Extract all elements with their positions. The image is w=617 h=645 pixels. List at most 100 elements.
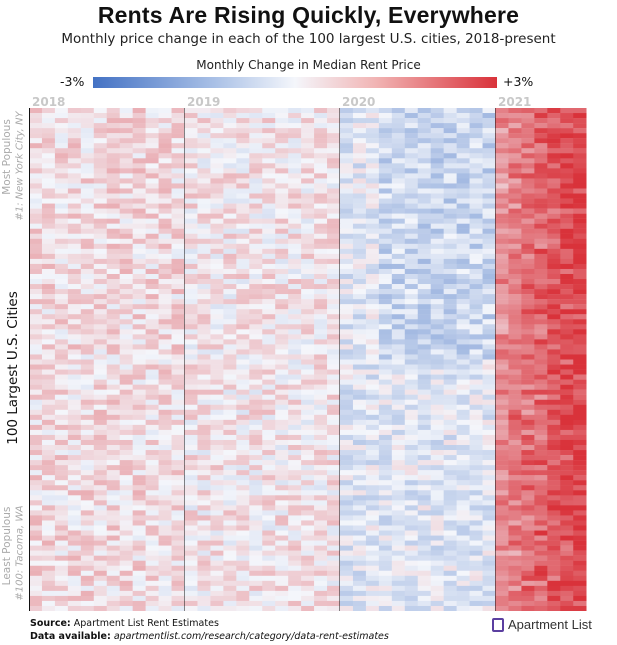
heatmap-cell: [521, 540, 535, 546]
heatmap-cell: [67, 289, 82, 295]
heatmap-cell: [41, 575, 56, 582]
heatmap-cell: [210, 429, 224, 436]
heatmap-cell: [184, 299, 198, 305]
heatmap-cell: [508, 223, 522, 229]
heatmap-cell: [301, 374, 315, 380]
heatmap-cell: [352, 394, 367, 400]
heatmap-cell: [443, 500, 457, 506]
heatmap-cell: [352, 475, 367, 481]
heatmap-cell: [171, 329, 185, 335]
heatmap-cell: [352, 590, 367, 597]
heatmap-cell: [93, 429, 108, 436]
heatmap-cell: [327, 238, 341, 245]
heatmap-cell: [417, 585, 432, 592]
heatmap-cell: [80, 565, 95, 571]
heatmap-cell: [547, 263, 561, 270]
heatmap-cell: [534, 238, 548, 245]
heatmap-cell: [378, 530, 393, 536]
heatmap-cell: [54, 273, 69, 280]
heatmap-cell: [456, 439, 470, 446]
heatmap-cell: [132, 550, 146, 556]
heatmap-cell: [482, 143, 496, 149]
heatmap-cell: [132, 143, 146, 149]
heatmap-cell: [145, 585, 159, 592]
heatmap-cell: [327, 123, 341, 129]
heatmap-cell: [301, 585, 315, 592]
heatmap-cell: [119, 530, 133, 536]
heatmap-cell: [469, 560, 483, 566]
heatmap-cell: [443, 133, 457, 139]
heatmap-cell: [119, 258, 133, 265]
heatmap-cell: [145, 465, 159, 471]
heatmap-cell: [573, 404, 587, 410]
heatmap-cell: [171, 188, 185, 194]
heatmap-cell: [249, 475, 263, 481]
heatmap-cell: [443, 228, 457, 234]
heatmap-cell: [171, 455, 185, 461]
heatmap-cell: [340, 470, 354, 476]
heatmap-cell: [210, 475, 224, 481]
heatmap-cell: [378, 364, 393, 370]
heatmap-cell: [314, 520, 328, 526]
heatmap-cell: [184, 218, 198, 224]
heatmap-cell: [560, 359, 574, 365]
heatmap-cell: [132, 379, 146, 385]
heatmap-cell: [340, 359, 354, 365]
heatmap-cell: [340, 404, 354, 410]
heatmap-cell: [171, 339, 185, 345]
heatmap-cell: [327, 133, 341, 139]
heatmap-cell: [210, 565, 224, 571]
heatmap-cell: [54, 223, 69, 229]
heatmap-cell: [119, 289, 133, 295]
heatmap-cell: [560, 580, 574, 587]
heatmap-cell: [184, 314, 198, 320]
heatmap-cell: [534, 218, 548, 224]
heatmap-cell: [560, 158, 574, 164]
heatmap-cell: [67, 545, 82, 551]
heatmap-cell: [352, 565, 367, 571]
heatmap-cell: [301, 525, 315, 531]
heatmap-cell: [391, 188, 406, 194]
heatmap-cell: [417, 379, 432, 385]
heatmap-cell: [521, 248, 535, 255]
heatmap-cell: [508, 505, 522, 511]
heatmap-cell: [495, 168, 509, 174]
heatmap-cell: [158, 424, 172, 431]
heatmap-cell: [327, 143, 341, 149]
heatmap-cell: [249, 284, 263, 290]
heatmap-cell: [210, 439, 224, 446]
heatmap-cell: [184, 605, 198, 611]
heatmap-cell: [469, 329, 483, 335]
heatmap-cell: [106, 495, 121, 501]
heatmap-cell: [340, 344, 354, 350]
heatmap-cell: [301, 344, 315, 350]
heatmap-cell: [288, 590, 302, 597]
heatmap-cell: [443, 258, 457, 265]
heatmap-cell: [262, 545, 276, 551]
heatmap-cell: [404, 585, 419, 592]
heatmap-cell: [288, 515, 302, 521]
heatmap-cell: [547, 128, 561, 134]
heatmap-cell: [301, 500, 315, 506]
heatmap-cell: [80, 485, 95, 491]
heatmap-cell: [365, 374, 380, 380]
heatmap-cell: [184, 429, 198, 436]
heatmap-cell: [404, 284, 419, 290]
heatmap-cell: [352, 319, 367, 325]
heatmap-cell: [223, 364, 237, 370]
heatmap-cell: [573, 123, 587, 129]
heatmap-cell: [29, 284, 43, 290]
heatmap-cell: [495, 424, 509, 431]
heatmap-cell: [340, 263, 354, 270]
heatmap-cell: [391, 203, 406, 209]
heatmap-cell: [54, 500, 69, 506]
heatmap-cell: [288, 424, 302, 431]
heatmap-cell: [469, 354, 483, 360]
heatmap-cell: [197, 485, 211, 491]
heatmap-cell: [93, 525, 108, 531]
heatmap-cell: [560, 304, 574, 310]
heatmap-cell: [378, 455, 393, 461]
heatmap-cell: [184, 540, 198, 546]
heatmap-cell: [158, 133, 172, 139]
heatmap-cell: [327, 268, 341, 275]
